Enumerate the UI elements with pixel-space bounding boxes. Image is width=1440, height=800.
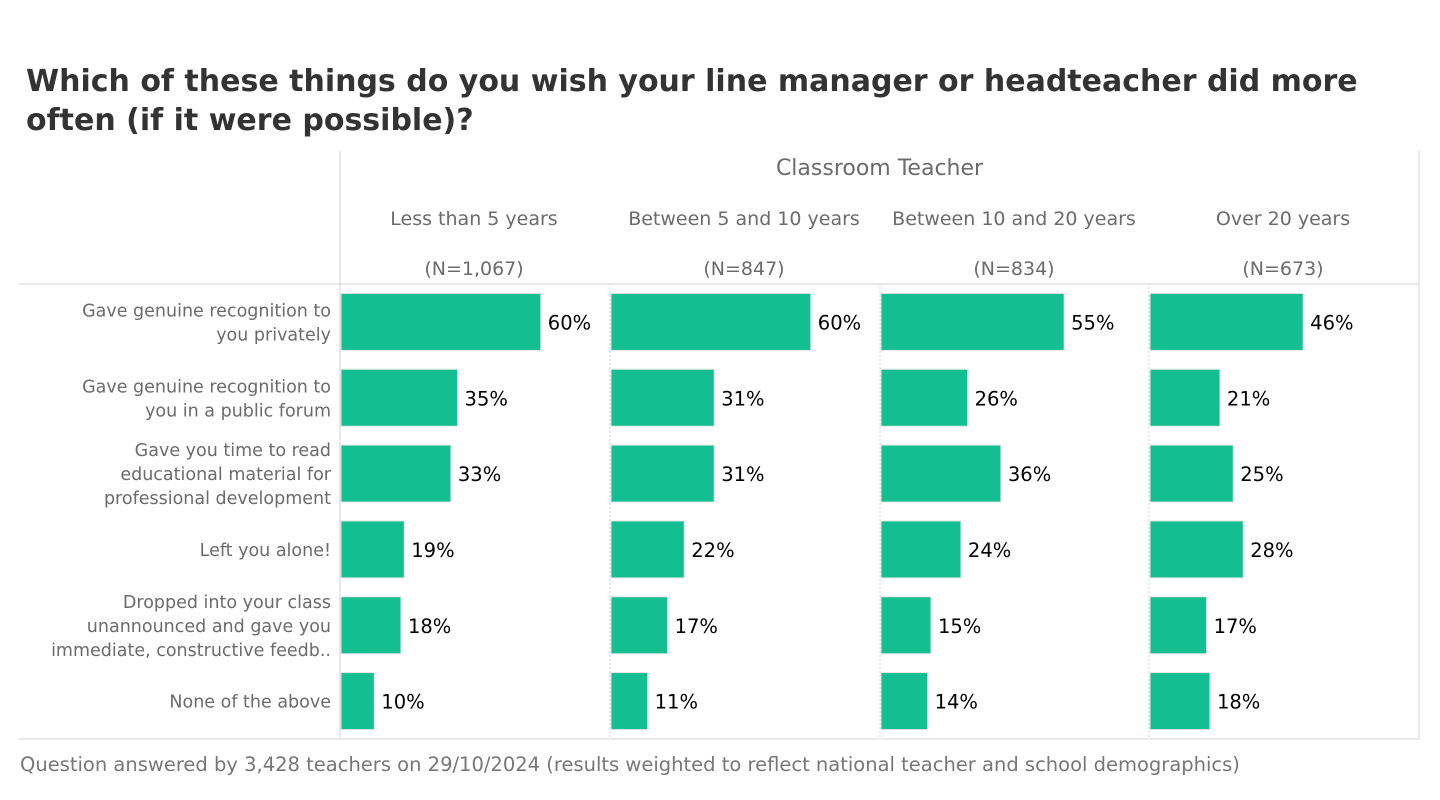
bar-value-label: 17% [1214, 615, 1257, 638]
category-label: unannounced and gave you [87, 617, 331, 637]
bar [610, 444, 715, 503]
bar [1149, 596, 1208, 655]
bar [880, 292, 1065, 351]
chart-footnote: Question answered by 3,428 teachers on 2… [20, 753, 1240, 776]
bar-value-label: 24% [968, 539, 1011, 562]
panel-header-label: Over 20 years [1216, 208, 1350, 230]
panel-n-label: (N=673) [1242, 258, 1323, 280]
bar [1149, 368, 1221, 427]
group-header-label: Classroom Teacher [776, 156, 984, 181]
bar-value-label: 31% [721, 463, 764, 486]
bar [1149, 444, 1234, 503]
bar-value-label: 60% [548, 311, 591, 334]
bar-value-label: 31% [721, 387, 764, 410]
bar-value-label: 60% [818, 311, 861, 334]
category-label: professional development [104, 489, 331, 509]
bar [610, 672, 649, 731]
panel-header-label: Less than 5 years [390, 208, 557, 230]
category-label: immediate, constructive feedb.. [51, 641, 331, 661]
bar [880, 368, 969, 427]
chart-title: Which of these things do you wish your l… [26, 64, 1358, 138]
bar [340, 596, 402, 655]
category-label: None of the above [169, 693, 331, 713]
bar-value-label: 33% [458, 463, 501, 486]
bar-value-label: 18% [408, 615, 451, 638]
category-label: Gave genuine recognition to [82, 301, 331, 321]
bar-value-label: 21% [1227, 387, 1270, 410]
bar [1149, 672, 1211, 731]
bar [880, 520, 962, 579]
category-label: you privately [216, 325, 331, 345]
bar-value-label: 35% [465, 387, 508, 410]
bar [340, 672, 375, 731]
panel-n-label: (N=834) [973, 258, 1054, 280]
bar-value-label: 15% [938, 615, 981, 638]
bar [610, 520, 685, 579]
bar-value-label: 26% [975, 387, 1018, 410]
category-label: Dropped into your class [123, 593, 331, 613]
bar-value-label: 11% [655, 691, 698, 714]
bar-value-label: 22% [691, 539, 734, 562]
bar [1149, 292, 1304, 351]
bar [880, 672, 929, 731]
bar [610, 596, 669, 655]
bar [340, 292, 542, 351]
bar [1149, 520, 1244, 579]
bar [610, 292, 812, 351]
bar [880, 444, 1002, 503]
bar-value-label: 19% [411, 539, 454, 562]
panel-n-label: (N=1,067) [424, 258, 523, 280]
bar [340, 444, 452, 503]
category-label: Left you alone! [200, 541, 331, 561]
bar-value-label: 17% [675, 615, 718, 638]
category-label: Gave genuine recognition to [82, 377, 331, 397]
bar [340, 368, 459, 427]
bar [610, 368, 715, 427]
panel-header-label: Between 5 and 10 years [628, 208, 860, 230]
bar-value-label: 25% [1240, 463, 1283, 486]
category-label: Gave you time to read [135, 441, 331, 461]
bar-value-label: 10% [381, 691, 424, 714]
bar-value-label: 14% [935, 691, 978, 714]
bar [340, 520, 405, 579]
bar-value-label: 46% [1310, 311, 1353, 334]
panel-n-label: (N=847) [703, 258, 784, 280]
panel-header-label: Between 10 and 20 years [892, 208, 1136, 230]
bar-value-label: 28% [1250, 539, 1293, 562]
category-label: educational material for [120, 465, 331, 485]
bar [880, 596, 932, 655]
bar-value-label: 55% [1071, 311, 1114, 334]
category-label: you in a public forum [145, 401, 331, 421]
bar-value-label: 36% [1008, 463, 1051, 486]
bar-value-label: 18% [1217, 691, 1260, 714]
